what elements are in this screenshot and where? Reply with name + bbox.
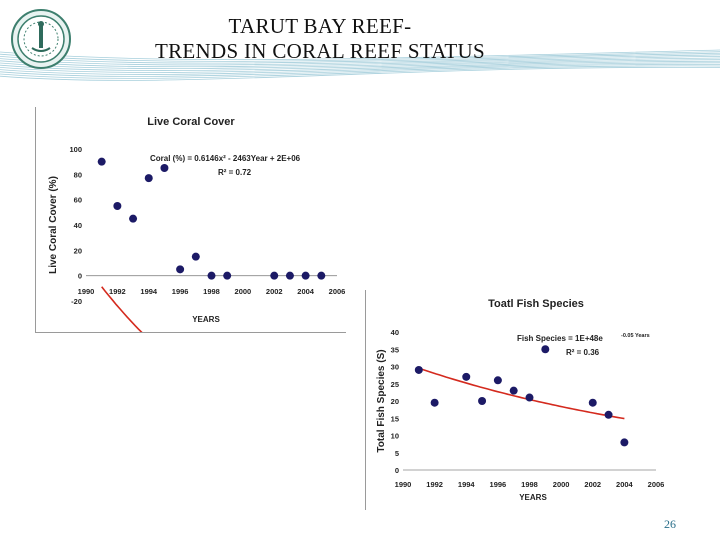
x-tick-label: 1998 [203, 287, 220, 296]
y-tick-label: 60 [74, 196, 82, 205]
data-point [525, 393, 534, 402]
y-tick-label: 20 [391, 397, 399, 406]
data-point [207, 271, 216, 280]
y-tick-label: 100 [69, 145, 82, 154]
x-tick-label: 2004 [297, 287, 315, 296]
trendline-equation-exponent: -0.05 Years [621, 333, 650, 339]
y-tick-label: 20 [74, 246, 82, 255]
y-tick-label: 40 [74, 221, 82, 230]
data-point [176, 265, 185, 274]
y-tick-label: 40 [391, 328, 399, 337]
x-tick-label: 2004 [616, 480, 634, 489]
x-axis-label: YEARS [519, 493, 547, 502]
banner-wave-line [0, 59, 720, 71]
banner-wave-line [0, 66, 720, 81]
page-number: 26 [664, 517, 676, 531]
y-tick-label: 25 [391, 380, 399, 389]
y-axis-label: Live Coral Cover (%) [48, 176, 59, 274]
data-point [317, 271, 326, 280]
chart-title: Live Coral Cover [147, 116, 235, 128]
total-fish-species-plot: Toatl Fish Species Total Fish Species (S)… [376, 298, 665, 502]
data-point [620, 438, 629, 447]
data-point [509, 386, 518, 395]
data-point [588, 398, 597, 407]
data-point [478, 397, 487, 405]
y-tick-label: 15 [391, 414, 399, 423]
university-seal-icon [11, 9, 71, 69]
data-point [191, 252, 200, 261]
y-tick-label: 10 [391, 432, 399, 441]
banner-wave-line [0, 65, 720, 79]
r-squared-label: R² = 0.36 [566, 348, 600, 357]
y-tick-label: 80 [74, 170, 82, 179]
x-tick-label: 2006 [648, 480, 665, 489]
x-tick-label: 2002 [584, 480, 601, 489]
slide-title-line-1: TARUT BAY REEF- [228, 14, 412, 38]
banner-wave-line [0, 63, 720, 77]
data-point [129, 214, 138, 223]
data-point [144, 174, 153, 183]
data-point [301, 271, 310, 280]
x-tick-label: 1992 [426, 480, 443, 489]
data-point [493, 376, 502, 385]
x-tick-label: 1994 [140, 287, 158, 296]
banner-wave-line [0, 62, 720, 75]
x-tick-label: 2000 [235, 287, 252, 296]
data-point [541, 345, 550, 354]
x-tick-label: 1994 [458, 480, 476, 489]
y-tick-label: 0 [78, 272, 82, 281]
x-tick-label: 1990 [78, 287, 95, 296]
y-tick-label: 30 [391, 363, 399, 372]
data-point [414, 365, 423, 374]
banner-wave-line [0, 52, 720, 64]
y-tick-label: 0 [395, 466, 399, 475]
data-point [604, 410, 613, 419]
x-tick-label: 1996 [172, 287, 189, 296]
x-tick-label: 2006 [329, 287, 346, 296]
data-point [285, 271, 294, 280]
trendline-equation: Fish Species = 1E+48e [517, 334, 603, 343]
y-axis-label: Total Fish Species (S) [376, 349, 387, 452]
total-fish-species-chart: Toatl Fish Species Total Fish Species (S)… [365, 290, 677, 510]
chart-title: Toatl Fish Species [488, 298, 584, 310]
banner-wave-lines [0, 49, 720, 81]
x-tick-label: 2000 [553, 480, 570, 489]
x-tick-label: 2002 [266, 287, 283, 296]
slide-title-line-2: TRENDS IN CORAL REEF STATUS [154, 39, 485, 63]
x-tick-label: 1998 [521, 480, 538, 489]
banner-wave-line [0, 51, 720, 62]
data-point [430, 398, 439, 407]
live-coral-cover-chart: Live Coral Cover Live Coral Cover (%) YEAR… [35, 107, 346, 412]
x-tick-label: 1992 [109, 287, 126, 296]
banner-wave-line [0, 60, 720, 73]
y-tick-label: -20 [71, 297, 82, 306]
data-point [270, 271, 279, 280]
banner-wave-line [0, 54, 720, 66]
banner-wave-line [0, 56, 720, 68]
r-squared-label: R² = 0.72 [218, 168, 252, 177]
data-point [97, 157, 106, 166]
data-point [160, 164, 169, 172]
x-tick-label: 1996 [490, 480, 507, 489]
x-tick-label: 1990 [395, 480, 412, 489]
y-tick-label: 35 [391, 345, 399, 354]
header-banner [0, 49, 720, 81]
slide-title: TARUT BAY REEF- TRENDS IN CORAL REEF STA… [100, 14, 540, 64]
banner-wave-line [0, 49, 720, 61]
live-coral-cover-plot: Live Coral Cover Live Coral Cover (%) YEAR… [48, 116, 346, 412]
x-axis-label: YEARS [192, 315, 220, 324]
trendline-equation: Coral (%) = 0.6146x² - 2463Year + 2E+06 [150, 154, 301, 163]
y-tick-label: 5 [395, 449, 399, 458]
banner-wave-line [0, 57, 720, 70]
trend-line [418, 367, 625, 420]
data-point [113, 202, 122, 210]
data-point [223, 271, 232, 280]
data-point [462, 372, 471, 381]
